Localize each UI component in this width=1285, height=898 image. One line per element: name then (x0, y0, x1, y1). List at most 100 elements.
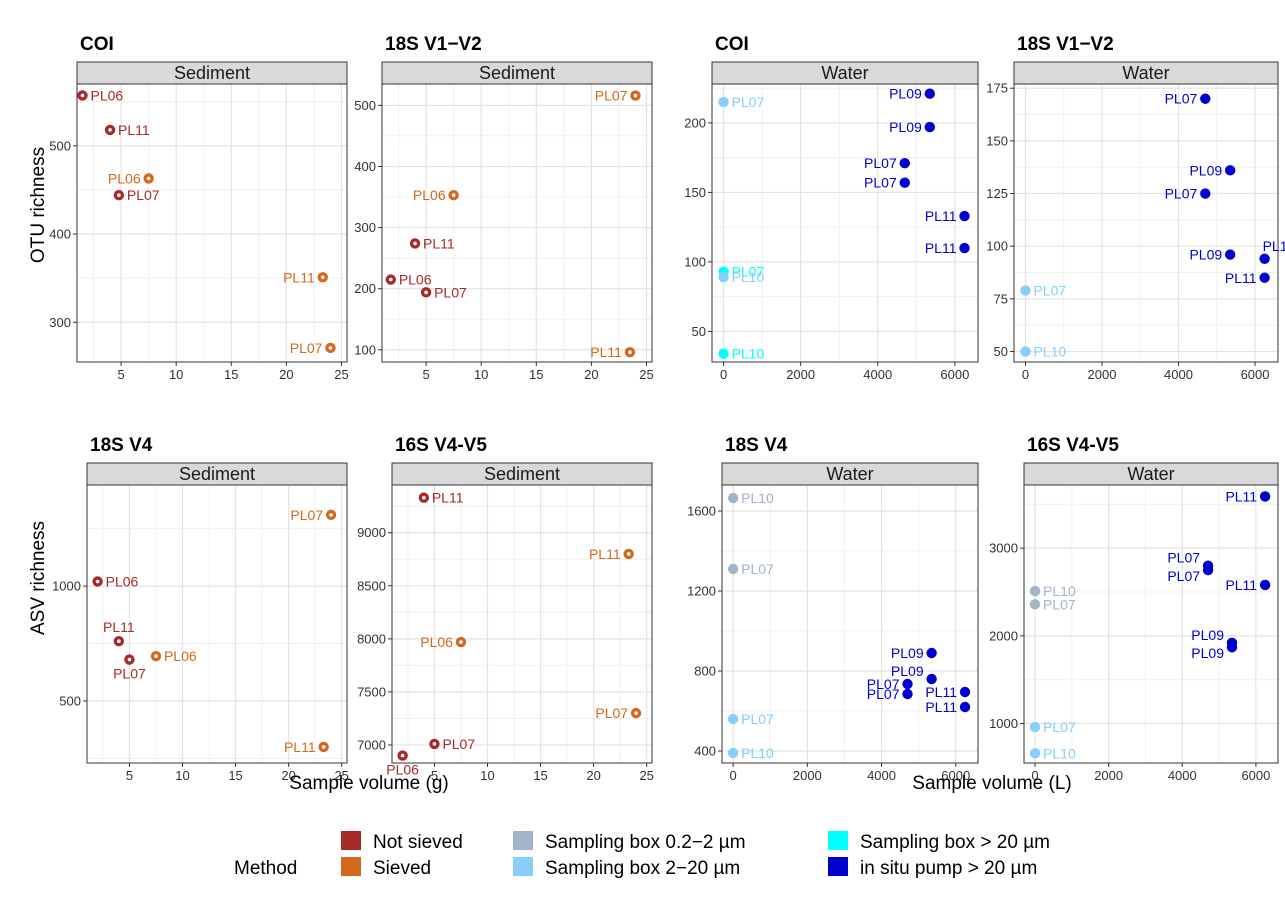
x-tick-label: 20 (281, 768, 295, 783)
x-tick-label: 0 (1022, 367, 1029, 382)
x-tick-label: 2000 (1094, 768, 1123, 783)
point-label: PL11 (589, 546, 621, 562)
y-tick-label: 500 (59, 693, 81, 708)
x-tick-label: 4000 (867, 768, 896, 783)
point-label: PL07 (1165, 91, 1198, 107)
point-label: PL11 (1225, 577, 1257, 593)
point-label: PL10 (732, 346, 765, 362)
point-label: PL11 (284, 739, 316, 755)
panel-border (76, 83, 348, 363)
data-point (718, 272, 729, 283)
data-point-center (80, 93, 85, 98)
data-point (924, 121, 936, 133)
legend-label: Sampling box 2−20 µm (545, 858, 740, 879)
legend-swatch (828, 857, 848, 876)
point-label: PL06 (399, 272, 432, 288)
panel-8: 16S V4-V5 Water 0 2000 4000 6000 1000 2000 3000 P… (989, 435, 1279, 783)
legend-swatch (828, 831, 848, 850)
data-point (727, 492, 739, 504)
x-tick-label: 10 (169, 367, 183, 382)
data-point-center (633, 93, 638, 98)
panel-border (1013, 83, 1279, 363)
data-point (959, 686, 971, 698)
x-tick-label: 2000 (793, 768, 822, 783)
data-point-center (328, 346, 333, 350)
point-label: PL11 (423, 235, 455, 251)
x-tick-label: 0 (1031, 768, 1038, 783)
legend-item: in situ pump > 20 µm (828, 857, 1037, 879)
data-point (959, 242, 970, 254)
point-label: PL07 (1167, 568, 1200, 584)
point-label: PL11 (432, 490, 464, 506)
data-point-center (451, 193, 456, 197)
data-point-center (400, 753, 405, 758)
x-axis-title-water: Sample volume (L) (912, 773, 1071, 794)
point-label: PL09 (889, 86, 922, 102)
data-point (1200, 93, 1211, 104)
data-point (1020, 285, 1031, 296)
point-label: PL06 (413, 187, 446, 203)
x-tick-label: 20 (279, 367, 293, 382)
point-label: PL11 (1225, 270, 1257, 286)
point-label: PL11 (1225, 488, 1257, 504)
facet-strip-label: Sediment (179, 464, 255, 484)
y-tick-label: 500 (354, 98, 376, 113)
y-tick-label: 1000 (52, 579, 81, 594)
data-point-center (320, 275, 325, 280)
panel-title: 18S V4 (90, 435, 153, 456)
x-tick-label: 4000 (1168, 768, 1197, 783)
data-point (1259, 579, 1271, 591)
facet-strip-label: Sediment (174, 63, 250, 83)
data-point-center (329, 513, 333, 517)
point-label: PL11 (925, 208, 957, 224)
x-tick-label: 10 (480, 768, 494, 783)
panel-1: COI Sediment 5 10 15 20 25 300 400 500 PL06 PL11 PL0… (49, 34, 348, 382)
point-label: PL11 (925, 684, 957, 700)
data-point (902, 678, 913, 690)
panel-title: COI (80, 34, 114, 55)
x-tick-label: 15 (529, 367, 543, 382)
point-label: PL06 (91, 87, 124, 103)
point-label: PL07 (864, 155, 897, 171)
y-tick-label: 50 (692, 324, 706, 339)
panel-border (86, 484, 348, 764)
point-label: PL06 (420, 634, 453, 650)
point-label: PL07 (113, 666, 146, 682)
data-point (1224, 165, 1236, 176)
x-tick-label: 25 (334, 367, 348, 382)
y-tick-label: 1000 (989, 716, 1018, 731)
panel-7: 18S V4 Water 0 2000 4000 6000 400 800 1200 1600 PL… (687, 435, 979, 783)
point-label: PL07 (1043, 719, 1076, 735)
point-label: PL10 (1043, 583, 1076, 599)
x-tick-label: 10 (175, 768, 189, 783)
data-point (1029, 748, 1041, 759)
panel-title: 16S V4-V5 (395, 435, 487, 456)
y-tick-label: 400 (354, 159, 376, 174)
legend-swatch (341, 831, 361, 850)
panel-title: COI (715, 34, 749, 55)
panel-2: 18S V1−V2 Sediment 5 10 15 20 25 100 200 300 400 50… (354, 34, 653, 382)
point-label: PL07 (1033, 282, 1066, 298)
panel-border (381, 83, 653, 363)
data-point-center (389, 277, 393, 282)
y-tick-label: 100 (684, 254, 706, 269)
point-label: PL09 (1191, 645, 1224, 661)
panel-border (721, 484, 979, 764)
point-label: PL07 (1043, 596, 1076, 612)
legend-swatch (513, 831, 533, 850)
x-tick-label: 5 (422, 367, 429, 382)
data-point (718, 348, 729, 359)
data-point-center (413, 241, 417, 246)
point-label: PL07 (434, 284, 467, 300)
y-tick-label: 150 (986, 133, 1008, 148)
point-label: PL09 (889, 119, 922, 135)
x-tick-label: 5 (117, 367, 124, 382)
y-tick-label: 100 (354, 342, 376, 357)
point-label: PL07 (1167, 550, 1200, 566)
y-tick-label: 3000 (989, 541, 1018, 556)
x-tick-label: 5 (431, 768, 438, 783)
x-tick-label: 6000 (1241, 768, 1270, 783)
panel-border (1023, 484, 1279, 764)
point-label: PL11 (925, 699, 957, 715)
data-point-center (321, 745, 326, 749)
